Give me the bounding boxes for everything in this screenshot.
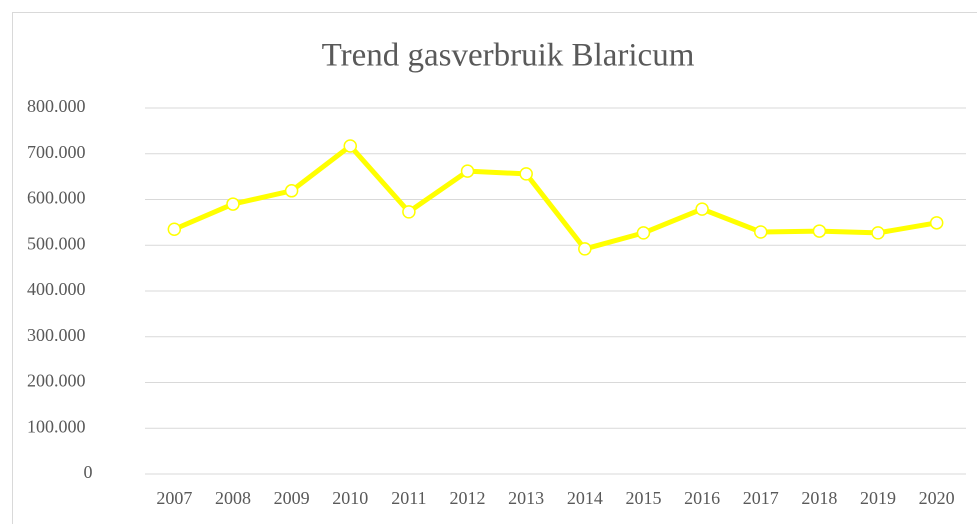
data-point [402,205,416,219]
y-tick-label: 500.000 [27,233,86,253]
y-tick-label: 800.000 [27,96,86,116]
data-point [812,224,827,238]
data-point [343,139,357,153]
data-point [636,226,651,240]
series-line [173,143,938,252]
y-tick-label: 200.000 [27,371,86,391]
y-tick-label: 600.000 [27,188,86,208]
x-tick-label: 2014 [567,488,603,508]
data-point [929,216,944,230]
y-tick-label: 700.000 [27,142,86,162]
x-tick-label: 2018 [801,488,837,508]
data-point [578,242,592,256]
chart-title: Trend gasverbruik Blaricum [322,38,695,74]
data-point [871,226,885,240]
data-point [284,184,299,198]
chart-border [12,12,977,524]
x-tick-label: 2010 [332,488,368,508]
data-point [167,222,182,236]
y-tick-label: 400.000 [27,279,86,299]
x-tick-label: 2020 [919,488,955,508]
x-tick-label: 2013 [508,488,544,508]
data-point [460,164,475,178]
x-tick-label: 2007 [156,488,192,508]
x-tick-label: 2017 [743,488,779,508]
data-point [226,197,240,211]
y-tick-label: 100.000 [27,416,86,436]
y-tick-label: 0 [84,462,93,482]
x-tick-label: 2008 [215,488,251,508]
x-tick-label: 2015 [625,488,661,508]
x-tick-label: 2016 [684,488,720,508]
data-point [695,202,709,216]
x-tick-label: 2009 [274,488,310,508]
y-tick-label: 300.000 [27,325,86,345]
data-point [519,167,533,181]
x-tick-label: 2019 [860,488,896,508]
x-tick-label: 2011 [391,488,426,508]
data-point [754,225,768,239]
x-tick-label: 2012 [450,488,486,508]
